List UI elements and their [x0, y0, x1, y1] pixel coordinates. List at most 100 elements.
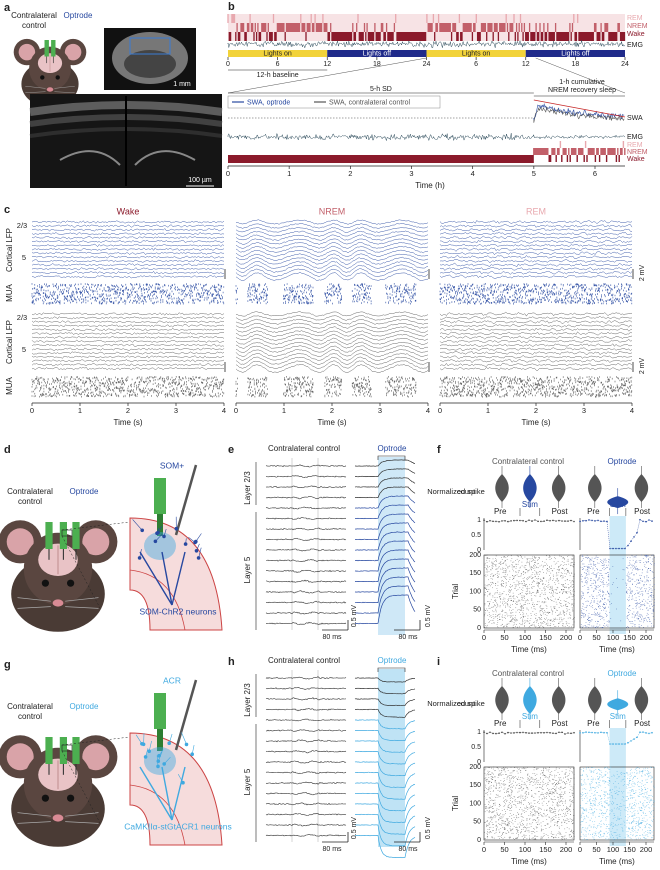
rate-tick-label: 0: [477, 759, 481, 766]
lfp-trace: [31, 359, 225, 363]
control-trace: [265, 739, 347, 743]
rate-line: [579, 519, 653, 549]
lfp-trace: [439, 354, 633, 359]
lfp-trace: [235, 334, 429, 341]
time-tick-label: 1: [78, 406, 82, 415]
optrode-trace: [355, 750, 416, 765]
time-tick-label: 0: [30, 406, 34, 415]
control-label: Contralateral: [7, 702, 53, 711]
lfp-trace: [31, 355, 225, 359]
lfp-trace: [439, 235, 633, 240]
axis-title: Normalized spike: [427, 487, 485, 496]
lfp-trace: [31, 363, 225, 367]
control-trace: [265, 579, 347, 583]
control-trace: [265, 781, 347, 785]
time-tick-label: 4: [630, 406, 634, 415]
mouse-eye: [40, 75, 45, 80]
control-trace: [265, 834, 347, 837]
rate-point: [516, 519, 518, 522]
optrode-label: Optrode: [608, 669, 637, 678]
time-tick-label: 3: [582, 406, 586, 415]
hour-tick-label: 18: [571, 61, 579, 68]
scale-label: 0.5 mV: [425, 817, 432, 840]
lfp-trace: [439, 267, 633, 271]
time-tick-label: 5: [532, 169, 536, 178]
time-tick-label: 200: [640, 845, 653, 854]
axis-title: count: [457, 487, 476, 496]
epoch-label: Stim: [610, 712, 626, 721]
optrode-trace: [354, 576, 416, 604]
rate-tick-label: 0: [477, 547, 481, 554]
lfp-trace: [235, 311, 429, 317]
trial-tick-label: 0: [477, 625, 481, 632]
whisker: [17, 606, 51, 609]
hour-tick-label: 18: [373, 61, 381, 68]
lfp-trace: [235, 234, 429, 241]
dendrite: [145, 748, 149, 757]
lfp-trace: [235, 238, 429, 245]
rate-point: [525, 732, 527, 734]
control-trace: [266, 559, 347, 562]
rate-point: [600, 520, 602, 523]
raster-frame: [483, 766, 575, 841]
lfp-trace: [31, 320, 225, 324]
recovery-label: 1-h cumulative: [559, 79, 605, 86]
lfp-trace: [32, 243, 225, 247]
rate-point: [531, 732, 533, 734]
optrode-trace: [354, 477, 416, 488]
electrode: [72, 737, 80, 764]
epoch-label: Post: [634, 719, 651, 728]
hypnogram-state: [236, 23, 620, 32]
rate-point: [570, 732, 572, 735]
lfp-trace: [235, 360, 429, 369]
time-tick-label: 150: [539, 633, 552, 642]
optrode-label: Optrode: [378, 656, 407, 665]
optrode-label: Optrode: [378, 444, 407, 453]
time-tick-label: 100: [607, 845, 620, 854]
mua-raster: [235, 376, 417, 398]
lfp-trace: [31, 251, 224, 256]
hypnogram-state: [227, 14, 579, 23]
lfp-trace: [439, 363, 633, 367]
trial-tick-label: 150: [469, 782, 481, 789]
control-trace: [265, 611, 347, 615]
scale-label: 80 ms: [398, 634, 418, 641]
whisker: [25, 91, 46, 94]
state-title: REM: [526, 206, 546, 216]
control-trace: [265, 823, 347, 827]
panel-letter: d: [4, 444, 11, 456]
trial-tick-label: 150: [469, 570, 481, 577]
time-tick-label: 50: [500, 845, 508, 854]
lfp-trace: [235, 326, 429, 333]
raster-frame: [579, 766, 655, 841]
control-label: Contralateral: [11, 11, 57, 20]
optrode-trace: [355, 782, 415, 800]
rate-point: [612, 547, 614, 550]
control-trace: [265, 676, 347, 680]
time-tick-label: 50: [592, 845, 600, 854]
time-tick-label: 150: [539, 845, 552, 854]
recording-probe: [174, 464, 198, 536]
lfp-trace: [439, 351, 633, 355]
control-label: Contralateral control: [492, 669, 564, 678]
dendrite: [158, 749, 164, 756]
mouse-nose: [46, 87, 54, 92]
electrode: [45, 522, 53, 549]
axis-title: count: [457, 699, 476, 708]
epoch-label: Pre: [494, 507, 507, 516]
control-trace: [265, 527, 347, 531]
rate-line: [483, 519, 575, 523]
layer-label: Layer 2/3: [243, 471, 252, 505]
rate-point: [645, 520, 647, 523]
lfp-trace: [439, 315, 633, 320]
lfp-trace: [439, 251, 633, 256]
time-tick-label: 200: [560, 633, 573, 642]
axis-title: Time (ms): [511, 645, 547, 654]
state-label: Wake: [627, 156, 645, 163]
zoom-line: [61, 535, 101, 609]
cortex-inset: [129, 517, 223, 631]
hour-tick-label: 24: [621, 61, 629, 68]
rate-tick-label: 0.5: [471, 532, 481, 539]
dendrite: [181, 732, 187, 745]
control-trace: [265, 802, 347, 806]
